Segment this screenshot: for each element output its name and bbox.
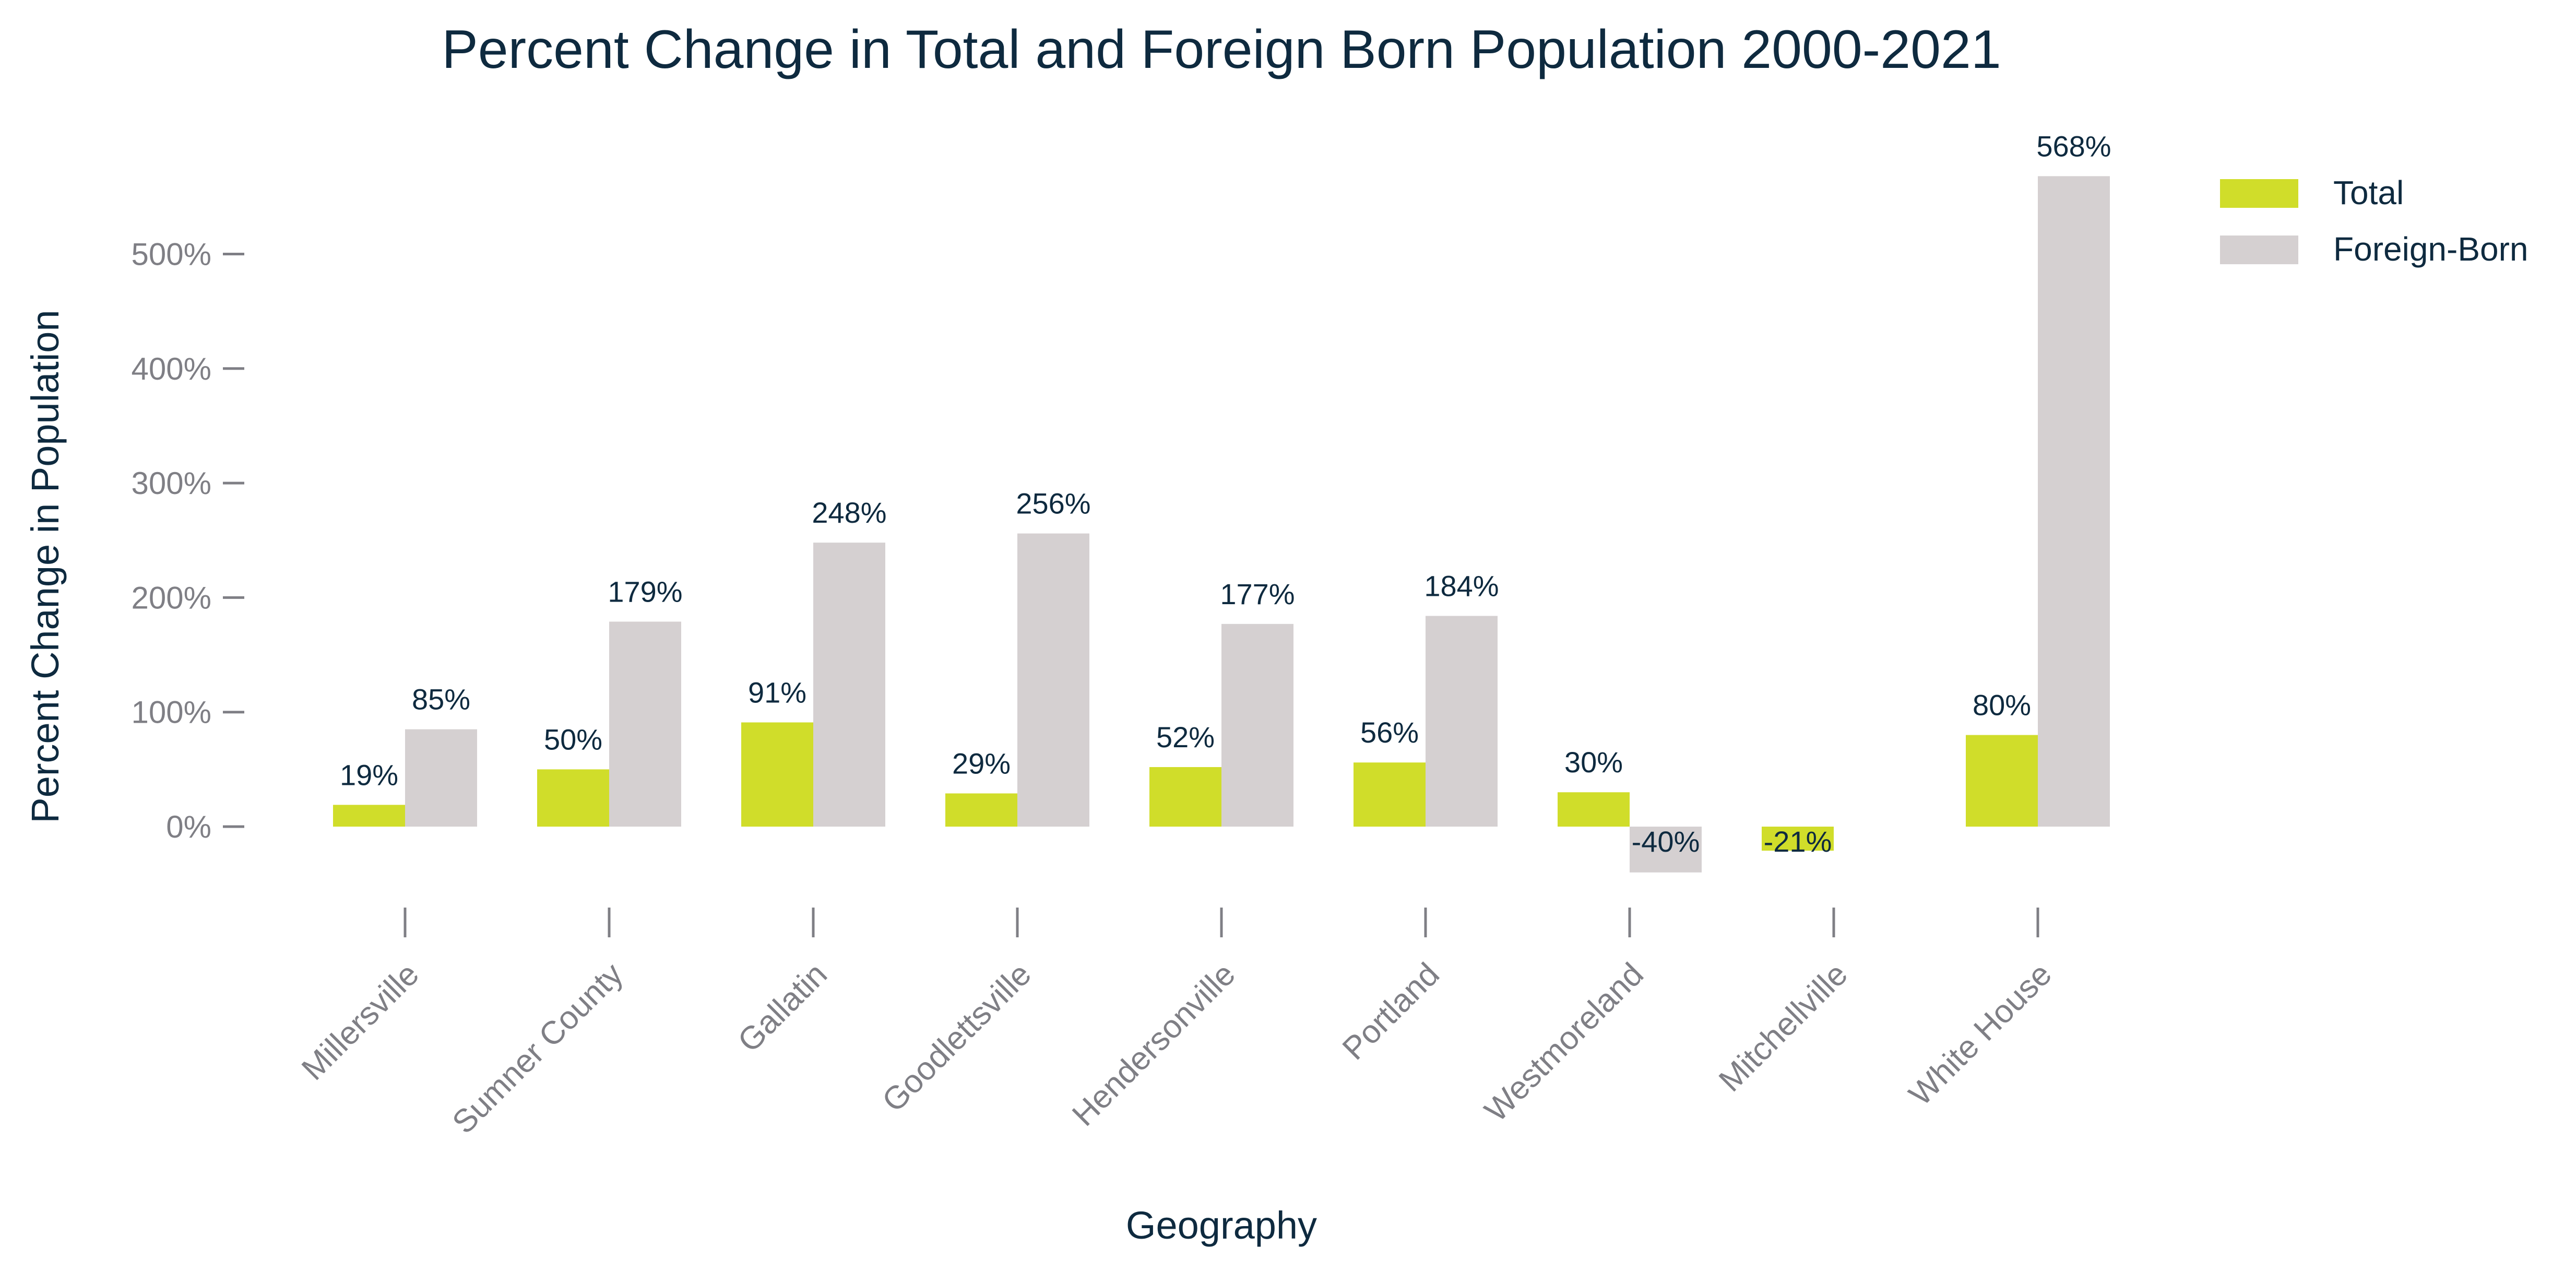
y-tick-label: 500% [132, 237, 211, 272]
category-label: Hendersonville [1065, 956, 1242, 1133]
data-label: 50% [544, 723, 602, 756]
data-label: 184% [1424, 569, 1499, 602]
data-label: 80% [1973, 689, 2031, 722]
data-label: 19% [340, 758, 398, 791]
bar-total [945, 793, 1017, 827]
legend: Total Foreign-Born [2220, 174, 2528, 268]
bar-total [1558, 792, 1630, 827]
bar-foreign-born [813, 543, 885, 827]
data-label: 30% [1564, 746, 1623, 779]
legend-label: Total [2333, 174, 2404, 211]
bar-total [333, 805, 405, 827]
data-label: -21% [1764, 825, 1832, 858]
bar-total [1354, 762, 1426, 827]
bar-foreign-born [1017, 533, 1089, 827]
y-tick-label: 200% [132, 580, 211, 615]
data-label: 52% [1156, 721, 1215, 754]
category-label: Millersville [295, 956, 426, 1087]
category-label: Gallatin [731, 956, 834, 1059]
bar-foreign-born [609, 621, 681, 827]
bar-total [1762, 827, 1834, 851]
data-label: 179% [608, 575, 682, 608]
bar-total [741, 722, 813, 827]
bars: 19% 85% 50% 179% 91% 248% 29% 256% 52% 177% 56% 184… [333, 130, 2111, 873]
data-label: 248% [812, 496, 886, 529]
bar-total [537, 769, 609, 827]
category-label: White House [1902, 956, 2059, 1113]
bar-total [1149, 767, 1221, 827]
x-axis: Millersville Sumner County Gallatin Goodlet… [295, 908, 2059, 1140]
bar-foreign-born [1221, 623, 1293, 827]
y-axis: 0% 100% 200% 300% 400% 500% [132, 237, 244, 844]
data-label: 256% [1016, 487, 1090, 520]
bar-foreign-born [1426, 616, 1498, 827]
y-axis-label: Percent Change in Population [23, 310, 67, 823]
legend-swatch [2220, 179, 2298, 208]
data-label: 568% [2036, 130, 2111, 162]
x-axis-label: Geography [1126, 1204, 1317, 1247]
chart-title: Percent Change in Total and Foreign Born… [442, 19, 2001, 80]
data-label: 29% [952, 747, 1011, 780]
data-label: 177% [1220, 578, 1295, 610]
bar-foreign-born [405, 729, 477, 827]
data-label: -40% [1632, 825, 1700, 858]
bar-foreign-born [2038, 176, 2110, 827]
y-tick-label: 0% [166, 809, 211, 844]
bar-foreign-born [1630, 827, 1702, 873]
category-label: Westmoreland [1478, 956, 1651, 1129]
legend-swatch [2220, 236, 2298, 264]
y-tick-label: 400% [132, 351, 211, 386]
bar-total [1966, 735, 2038, 827]
y-tick-label: 300% [132, 466, 211, 501]
data-label: 56% [1360, 716, 1419, 749]
legend-label: Foreign-Born [2333, 230, 2528, 268]
data-label: 91% [748, 676, 806, 709]
data-label: 85% [412, 683, 470, 716]
category-label: Portland [1336, 956, 1446, 1067]
y-tick-label: 100% [132, 695, 211, 730]
category-label: Sumner County [446, 956, 630, 1140]
category-label: Mitchellville [1712, 956, 1855, 1099]
category-label: Goodlettsville [875, 956, 1038, 1119]
